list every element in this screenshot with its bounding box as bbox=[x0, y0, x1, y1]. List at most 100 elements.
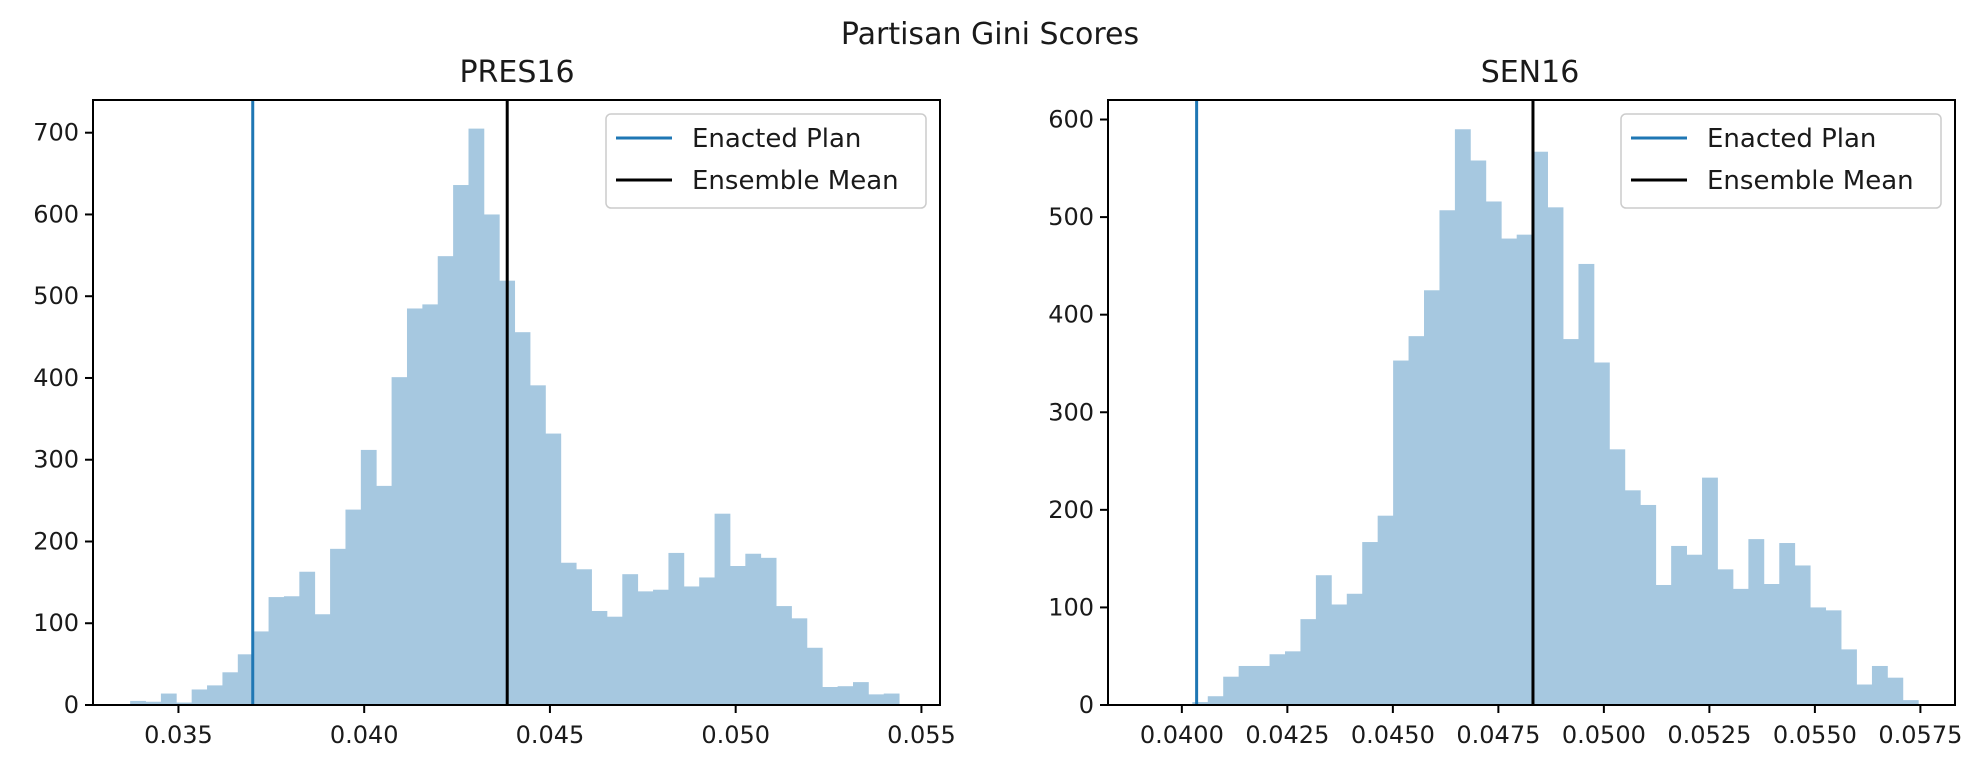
y-axis-sen16: 0 100 200 300 400 500 600 bbox=[1048, 106, 1108, 719]
histogram-bar bbox=[1516, 234, 1533, 705]
histogram-bar bbox=[437, 256, 454, 705]
x-tick-label: 0.0425 bbox=[1245, 721, 1329, 749]
histogram-bar bbox=[1671, 545, 1687, 705]
histogram-bar bbox=[1825, 610, 1842, 705]
y-tick-label: 600 bbox=[1048, 106, 1094, 134]
histogram-bar bbox=[1238, 665, 1255, 705]
histogram-bar bbox=[1254, 665, 1270, 705]
histogram-bar bbox=[791, 618, 808, 705]
histogram-bar bbox=[1655, 584, 1672, 705]
histogram-bar bbox=[637, 591, 654, 705]
histogram-bar bbox=[1578, 263, 1595, 705]
chart-title-pres16: PRES16 bbox=[459, 55, 574, 90]
x-tick-label: 0.055 bbox=[887, 721, 956, 749]
histogram-bar bbox=[1269, 654, 1286, 705]
histogram-bar bbox=[376, 485, 392, 705]
histogram-bar bbox=[1207, 696, 1224, 705]
histogram-bar bbox=[1609, 449, 1626, 705]
histogram-bar bbox=[222, 672, 239, 705]
y-tick-label: 600 bbox=[33, 200, 79, 228]
histogram-bar bbox=[1377, 515, 1394, 705]
histogram-bar bbox=[1841, 649, 1857, 705]
histogram-bar bbox=[1624, 490, 1641, 705]
histogram-bar bbox=[1393, 360, 1409, 705]
legend-pres16: Enacted Plan Ensemble Mean bbox=[605, 113, 927, 209]
histogram-bar bbox=[237, 654, 254, 705]
histogram-bar bbox=[622, 574, 639, 705]
histogram-bar bbox=[1593, 362, 1610, 705]
histogram-bar bbox=[591, 610, 608, 705]
histogram-bar bbox=[283, 596, 300, 705]
histogram-bar bbox=[207, 685, 223, 705]
histogram-bar bbox=[1408, 336, 1425, 705]
histogram-bar bbox=[1717, 569, 1734, 705]
y-tick-label: 300 bbox=[33, 446, 79, 474]
y-tick-label: 300 bbox=[1048, 398, 1094, 426]
x-tick-label: 0.0525 bbox=[1667, 721, 1751, 749]
histogram-bar bbox=[853, 682, 869, 705]
y-tick-label: 0 bbox=[64, 691, 79, 719]
plot-frame-pres16 bbox=[92, 99, 941, 706]
y-tick-label: 500 bbox=[33, 282, 79, 310]
y-tick-label: 100 bbox=[1048, 593, 1094, 621]
histogram-bar bbox=[422, 304, 439, 705]
histogram-bar bbox=[576, 569, 592, 705]
legend-box-sen16 bbox=[1620, 113, 1942, 209]
histogram-bar bbox=[1810, 607, 1827, 705]
histogram-bar bbox=[668, 552, 685, 705]
histogram-bar bbox=[406, 308, 423, 705]
histogram-bar bbox=[191, 689, 208, 705]
x-tick-label: 0.0575 bbox=[1878, 721, 1962, 749]
histogram-bar bbox=[176, 702, 193, 705]
y-tick-label: 0 bbox=[1079, 691, 1094, 719]
histogram-bar bbox=[253, 631, 269, 705]
histogram-bar bbox=[1871, 665, 1888, 705]
chart-panel-pres16: PRES16 0 100 200 300 400 500 600 700 0.035 0.040… bbox=[33, 55, 956, 749]
histogram-bar bbox=[745, 553, 762, 705]
histogram-bars-pres16 bbox=[130, 128, 900, 706]
histogram-bar bbox=[130, 700, 146, 705]
x-tick-label: 0.040 bbox=[330, 721, 399, 749]
y-tick-label: 500 bbox=[1048, 203, 1094, 231]
histogram-bar bbox=[160, 693, 177, 705]
x-tick-label: 0.0550 bbox=[1773, 721, 1857, 749]
histogram-bar bbox=[1902, 700, 1919, 705]
histogram-bar bbox=[683, 586, 700, 705]
x-tick-label: 0.050 bbox=[701, 721, 770, 749]
histogram-bar bbox=[837, 686, 854, 705]
y-tick-label: 100 bbox=[33, 609, 79, 637]
reference-lines-pres16 bbox=[251, 100, 509, 705]
histogram-bar bbox=[545, 433, 562, 705]
histogram-bar bbox=[1547, 207, 1564, 705]
histogram-bar bbox=[391, 377, 408, 705]
histogram-bar bbox=[299, 571, 316, 705]
histogram-bar bbox=[1362, 542, 1379, 705]
y-tick-label: 700 bbox=[33, 119, 79, 147]
legend-label-ensemble-mean: Ensemble Mean bbox=[1707, 166, 1914, 196]
histogram-bar bbox=[483, 214, 500, 705]
histogram-bar bbox=[1686, 554, 1703, 705]
histogram-bar bbox=[1501, 238, 1518, 705]
histogram-bar bbox=[345, 509, 362, 705]
histogram-bar bbox=[1856, 684, 1873, 705]
histogram-bar bbox=[514, 332, 531, 705]
histogram-bar bbox=[729, 566, 746, 705]
x-tick-label: 0.0450 bbox=[1351, 721, 1435, 749]
histogram-bar bbox=[776, 606, 792, 705]
reference-lines-sen16 bbox=[1195, 100, 1535, 705]
histogram-bar bbox=[314, 614, 331, 705]
histogram-bar bbox=[606, 616, 623, 705]
x-tick-label: 0.035 bbox=[144, 721, 213, 749]
histogram-bar bbox=[1640, 504, 1657, 705]
legend-label-enacted-plan: Enacted Plan bbox=[1707, 124, 1876, 154]
y-tick-label: 200 bbox=[1048, 496, 1094, 524]
histogram-bars-sen16 bbox=[1145, 129, 1919, 706]
x-axis-sen16: 0.0400 0.0425 0.0450 0.0475 0.0500 0.0525 0.05… bbox=[1140, 705, 1962, 749]
histogram-bar bbox=[883, 693, 900, 705]
histogram-bar bbox=[699, 577, 715, 705]
chart-title-sen16: SEN16 bbox=[1481, 55, 1580, 90]
histogram-bar bbox=[1763, 584, 1780, 705]
histogram-bar bbox=[1732, 588, 1749, 705]
